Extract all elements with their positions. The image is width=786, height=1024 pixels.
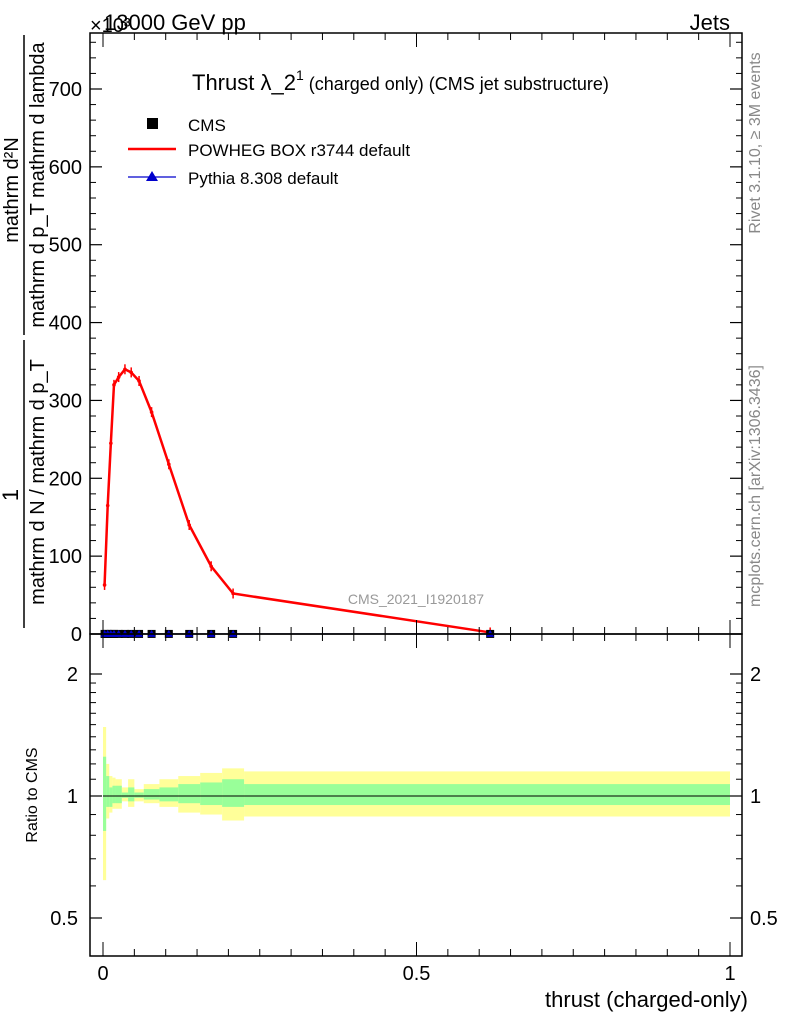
- ratio-band-green: [159, 787, 179, 802]
- ylabel-one: 1: [0, 489, 23, 501]
- legend-label-pythia: Pythia 8.308 default: [188, 169, 339, 188]
- ratio-y-tick-label: 1: [67, 786, 78, 808]
- ratio-plot-area: [103, 726, 730, 881]
- powheg-point: [129, 370, 134, 375]
- x-tick-label: 0.5: [403, 963, 431, 985]
- powheg-point: [137, 379, 141, 383]
- powheg-point: [187, 523, 192, 527]
- legend-marker-pythia: [146, 171, 158, 181]
- y-tick-label: 300: [49, 390, 82, 412]
- y-tick-label: 700: [49, 79, 82, 101]
- main-ylabel: 1 mathrm d N / mathrm d p_T mathrm d²N m…: [0, 35, 49, 628]
- powheg-point: [231, 591, 235, 596]
- y-multiplier: ×10³: [90, 15, 131, 37]
- ratio-band-green: [143, 789, 160, 800]
- ratio-y-tick-label: 2: [67, 664, 78, 686]
- main-axes: 0 100 200 300 400 500 600 700: [49, 33, 742, 646]
- powheg-point: [167, 462, 171, 467]
- process-label: Jets: [690, 10, 730, 35]
- ratio-band-green: [103, 756, 107, 831]
- ratio-band-green: [134, 792, 144, 798]
- legend-label-cms: CMS: [188, 116, 226, 135]
- ratio-y-tick-label-right: 1: [750, 786, 761, 808]
- legend-label-powheg: POWHEG BOX r3744 default: [188, 141, 410, 160]
- ylabel-top-numerator: mathrm d²N: [1, 137, 23, 243]
- ratio-band-green: [106, 776, 110, 807]
- ratio-band-green: [115, 785, 122, 804]
- ratio-axes: 0.5 0.5 1 1 2 2 0 0.5 1: [50, 634, 778, 985]
- analysis-id: CMS_2021_I1920187: [348, 591, 484, 607]
- y-tick-label: 0: [71, 624, 82, 646]
- ratio-y-tick-label-right: 0.5: [750, 908, 778, 930]
- legend: CMS POWHEG BOX r3744 default Pythia 8.30…: [128, 116, 410, 188]
- powheg-point: [149, 410, 154, 414]
- y-tick-label: 600: [49, 157, 82, 179]
- powheg-point: [105, 503, 110, 508]
- ratio-band-green: [109, 787, 113, 807]
- plot-title-sup: 1: [296, 67, 304, 83]
- ratio-ylabel: Ratio to CMS: [24, 747, 41, 842]
- x-tick-label: 0: [97, 963, 108, 985]
- y-tick-label: 400: [49, 313, 82, 335]
- ratio-band-green: [112, 785, 116, 804]
- y-tick-label: 500: [49, 235, 82, 257]
- x-axis-label: thrust (charged-only): [545, 987, 748, 1012]
- y-tick-label: 200: [49, 468, 82, 490]
- powheg-point: [116, 375, 121, 379]
- side-text-mcplots: mcplots.cern.ch [arXiv:1306.3436]: [747, 365, 764, 607]
- ratio-band-green: [121, 792, 129, 798]
- ratio-y-tick-label: 0.5: [50, 908, 78, 930]
- ratio-band-green: [128, 787, 135, 802]
- ylabel-top-denominator: mathrm d p_T mathrm d lambda: [27, 41, 49, 327]
- ylabel-bottom: mathrm d N / mathrm d p_T: [27, 359, 49, 605]
- powheg-line: [103, 367, 491, 634]
- powheg-point: [209, 564, 213, 569]
- plot-title-main: Thrust λ_2: [192, 70, 296, 95]
- ratio-band-green: [244, 784, 730, 806]
- powheg-point: [109, 441, 113, 446]
- x-tick-label: 1: [724, 963, 735, 985]
- side-text-rivet: Rivet 3.1.10, ≥ 3M events: [747, 52, 764, 233]
- ratio-y-tick-label-right: 2: [750, 664, 761, 686]
- powheg-point: [112, 383, 116, 387]
- ratio-band-green: [178, 784, 201, 804]
- powheg-point: [123, 367, 127, 372]
- ratio-band-green: [200, 782, 223, 806]
- energy-label: 13000 GeV pp: [104, 10, 246, 35]
- y-tick-label: 100: [49, 546, 82, 568]
- ratio-band-green: [222, 779, 245, 807]
- plot-title-rest: (charged only) (CMS jet substructure): [304, 74, 609, 94]
- legend-marker-cms: [147, 118, 158, 129]
- powheg-point: [102, 583, 107, 587]
- plot-title: Thrust λ_21 (charged only) (CMS jet subs…: [192, 67, 609, 95]
